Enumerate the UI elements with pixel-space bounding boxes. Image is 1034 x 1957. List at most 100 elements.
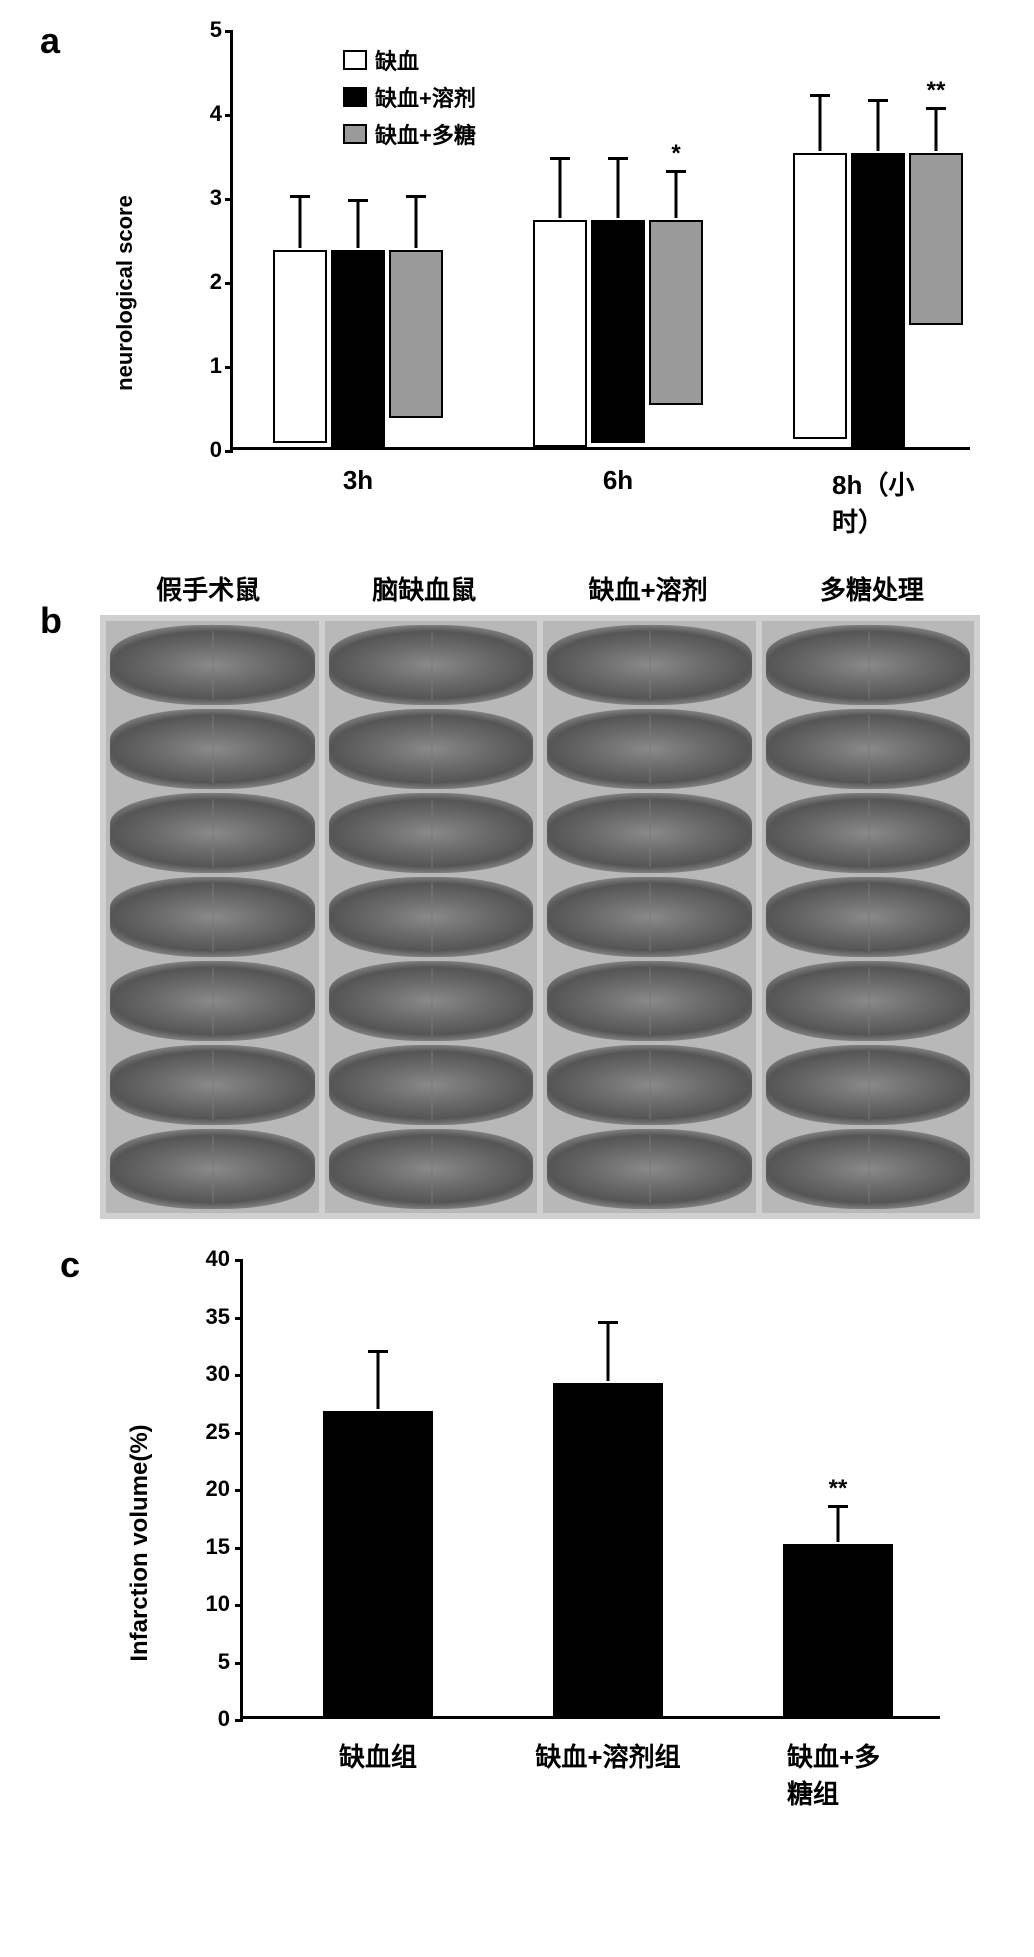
error-bar — [935, 109, 938, 151]
brain-slice-image — [547, 1129, 752, 1209]
y-tick-label: 20 — [206, 1476, 230, 1502]
bar — [331, 250, 385, 447]
y-tick-label: 25 — [206, 1419, 230, 1445]
y-tick-label: 35 — [206, 1304, 230, 1330]
y-tick-label: 2 — [210, 269, 222, 295]
error-cap — [348, 199, 368, 202]
panel-a: a neurological score 缺血 缺血+溶剂 缺血+多糖 0123… — [20, 20, 1014, 540]
y-tick — [235, 1432, 243, 1435]
panel-a-label: a — [40, 20, 60, 62]
brain-slice-image — [329, 877, 534, 957]
brain-slice-image — [329, 1129, 534, 1209]
chart-a-plot-area: 缺血 缺血+溶剂 缺血+多糖 0123453h*6h**8h（小时） — [230, 30, 970, 450]
error-bar — [837, 1507, 840, 1542]
significance-marker: ** — [829, 1475, 848, 1503]
brain-slice-image — [329, 709, 534, 789]
brain-slice-image — [766, 709, 971, 789]
error-bar — [617, 159, 620, 218]
brain-slice-image — [329, 961, 534, 1041]
y-tick — [225, 114, 233, 117]
brain-slice-image — [766, 793, 971, 873]
x-tick-label: 3h — [343, 465, 373, 496]
bar — [273, 250, 327, 443]
legend-label: 缺血+溶剂 — [375, 81, 476, 113]
y-tick — [225, 30, 233, 33]
panel-b-label: b — [40, 600, 62, 642]
error-cap — [368, 1350, 388, 1353]
chart-a: neurological score 缺血 缺血+溶剂 缺血+多糖 012345… — [140, 20, 990, 540]
bar — [591, 220, 645, 443]
y-tick — [235, 1604, 243, 1607]
bar-group: ** — [793, 153, 963, 447]
chart-c-y-axis-label: Infarction volume(%) — [126, 1424, 154, 1661]
y-tick — [225, 366, 233, 369]
x-tick-label: 8h（小时） — [832, 465, 924, 539]
panel-b-content: 假手术鼠 脑缺血鼠 缺血+溶剂 多糖处理 — [100, 570, 980, 1219]
y-tick-label: 5 — [218, 1649, 230, 1675]
bar — [323, 1411, 433, 1716]
error-cap — [810, 94, 830, 97]
brain-slice-column — [543, 621, 756, 1213]
brain-slice-image — [329, 793, 534, 873]
b-col-header: 脑缺血鼠 — [372, 570, 476, 607]
brain-slice-image — [547, 709, 752, 789]
b-col-header: 假手术鼠 — [156, 570, 260, 607]
error-cap — [608, 157, 628, 160]
brain-slice-image — [110, 709, 315, 789]
error-bar — [675, 172, 678, 218]
brain-slice-image — [766, 877, 971, 957]
chart-a-legend: 缺血 缺血+溶剂 缺血+多糖 — [343, 44, 476, 155]
error-cap — [598, 1321, 618, 1324]
y-tick — [235, 1547, 243, 1550]
y-tick — [235, 1317, 243, 1320]
x-tick-label: 缺血组 — [339, 1737, 417, 1774]
brain-slice-image — [110, 793, 315, 873]
chart-a-y-axis-label: neurological score — [112, 195, 138, 391]
legend-item: 缺血 — [343, 44, 476, 76]
brain-slice-image — [766, 1129, 971, 1209]
panel-b-column-headers: 假手术鼠 脑缺血鼠 缺血+溶剂 多糖处理 — [100, 570, 980, 607]
significance-marker: * — [671, 140, 680, 168]
y-tick-label: 30 — [206, 1361, 230, 1387]
brain-slice-column — [762, 621, 975, 1213]
b-col-header: 多糖处理 — [820, 570, 924, 607]
bar — [533, 220, 587, 447]
brain-slice-image — [329, 625, 534, 705]
y-tick-label: 0 — [218, 1706, 230, 1732]
error-cap — [828, 1505, 848, 1508]
brain-slice-image — [766, 961, 971, 1041]
brain-slice-image — [329, 1045, 534, 1125]
bar: ** — [909, 153, 963, 325]
x-tick-label: 缺血+多糖组 — [787, 1737, 889, 1811]
bar — [553, 1383, 663, 1717]
y-tick — [235, 1374, 243, 1377]
brain-slice-image — [547, 877, 752, 957]
legend-item: 缺血+溶剂 — [343, 81, 476, 113]
chart-c-plot-area: 0510152025303540缺血组缺血+溶剂组**缺血+多糖组 — [240, 1259, 940, 1719]
y-tick-label: 0 — [210, 437, 222, 463]
brain-slice-image — [110, 961, 315, 1041]
significance-marker: ** — [927, 77, 946, 105]
panel-c-label: c — [60, 1244, 80, 1286]
error-bar — [877, 101, 880, 151]
y-tick — [225, 450, 233, 453]
brain-slice-image — [110, 1129, 315, 1209]
panel-b: b 假手术鼠 脑缺血鼠 缺血+溶剂 多糖处理 — [20, 570, 1014, 1219]
bar: * — [649, 220, 703, 405]
bar: ** — [783, 1544, 893, 1717]
error-bar — [299, 197, 302, 247]
panel-b-image-grid — [100, 615, 980, 1219]
brain-slice-image — [547, 625, 752, 705]
error-cap — [290, 195, 310, 198]
y-tick — [235, 1259, 243, 1262]
brain-slice-column — [106, 621, 319, 1213]
y-tick — [235, 1662, 243, 1665]
error-bar — [559, 159, 562, 218]
brain-slice-image — [110, 877, 315, 957]
brain-slice-image — [547, 961, 752, 1041]
error-bar — [377, 1352, 380, 1410]
legend-swatch-icon — [343, 50, 367, 70]
error-bar — [357, 201, 360, 247]
brain-slice-image — [766, 1045, 971, 1125]
legend-swatch-icon — [343, 124, 367, 144]
